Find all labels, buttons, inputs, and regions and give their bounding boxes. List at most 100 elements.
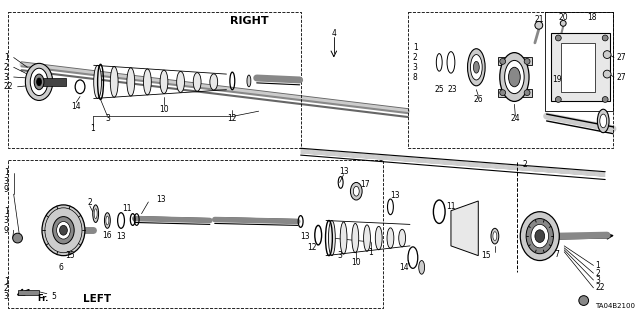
Text: 14: 14 [399,263,409,272]
Ellipse shape [520,212,559,261]
Ellipse shape [351,182,362,200]
Text: 2: 2 [595,269,600,278]
Text: 1: 1 [4,53,9,62]
Ellipse shape [387,228,394,248]
Ellipse shape [93,65,102,99]
Ellipse shape [106,216,109,225]
Ellipse shape [56,221,70,239]
Circle shape [560,20,566,26]
Ellipse shape [94,209,97,219]
Ellipse shape [474,61,479,73]
Text: 2: 2 [522,160,527,169]
Text: 3: 3 [4,72,9,82]
Text: 25: 25 [435,85,444,94]
Text: 1: 1 [4,207,9,216]
Text: 3: 3 [595,276,600,285]
Text: RIGHT: RIGHT [230,16,268,26]
Text: 9: 9 [4,226,9,235]
Ellipse shape [438,57,441,67]
Text: 2: 2 [4,63,9,72]
Text: 11: 11 [122,204,132,213]
Circle shape [604,51,611,58]
Text: 7: 7 [554,250,559,259]
Ellipse shape [26,63,52,100]
Text: 13: 13 [339,167,348,176]
Bar [39,78,67,86]
Ellipse shape [447,52,455,73]
Text: 1: 1 [595,261,600,270]
Circle shape [500,90,506,96]
Circle shape [604,70,611,78]
Ellipse shape [526,219,554,254]
Text: 10: 10 [351,258,361,267]
Ellipse shape [375,226,382,250]
Ellipse shape [597,109,609,133]
Ellipse shape [470,55,482,80]
Ellipse shape [449,56,453,69]
Ellipse shape [505,60,524,93]
Ellipse shape [127,68,134,96]
Text: 5: 5 [51,292,56,301]
Ellipse shape [36,78,42,86]
Text: 27: 27 [617,72,627,82]
Text: 19: 19 [552,76,562,85]
Ellipse shape [60,226,67,235]
Text: 2: 2 [88,198,92,207]
Ellipse shape [500,53,529,101]
Text: 13: 13 [116,232,126,241]
Text: 27: 27 [617,53,627,62]
Ellipse shape [42,205,85,256]
Text: 17: 17 [360,180,370,189]
Circle shape [13,233,22,243]
Text: 15: 15 [65,251,75,260]
Text: 13: 13 [156,195,166,204]
Circle shape [524,90,530,96]
Circle shape [524,58,530,64]
Text: TA04B2100: TA04B2100 [595,303,636,309]
Ellipse shape [419,261,424,274]
Text: 20: 20 [558,13,568,22]
Ellipse shape [340,222,347,254]
Text: 3: 3 [413,63,418,72]
Ellipse shape [535,230,545,242]
Ellipse shape [52,217,74,244]
Bar [498,89,532,97]
Ellipse shape [531,224,548,248]
Text: Fr.: Fr. [37,294,49,303]
Ellipse shape [34,74,44,90]
Text: 13: 13 [390,191,400,200]
Circle shape [556,35,561,41]
Ellipse shape [328,220,335,256]
Ellipse shape [353,186,359,196]
Text: 14: 14 [71,102,81,111]
Text: 3: 3 [4,177,9,186]
Ellipse shape [352,223,358,253]
Text: 1: 1 [4,278,9,286]
Text: 23: 23 [447,85,457,94]
Text: 2: 2 [413,53,418,62]
Polygon shape [451,201,478,256]
Ellipse shape [247,75,251,87]
Ellipse shape [160,70,168,93]
Text: 9: 9 [4,185,9,194]
Polygon shape [552,33,610,101]
Circle shape [602,97,608,102]
Ellipse shape [177,71,184,93]
Text: 1: 1 [413,43,418,52]
Text: 8: 8 [413,72,418,82]
Text: 12: 12 [228,115,237,123]
Bar [498,57,532,65]
Ellipse shape [600,114,607,128]
Text: 22: 22 [4,82,13,91]
Text: 15: 15 [481,251,491,260]
Ellipse shape [210,74,218,90]
Ellipse shape [493,232,497,241]
Circle shape [500,58,506,64]
Text: 24: 24 [511,115,520,123]
Text: 16: 16 [102,231,112,240]
Ellipse shape [509,67,520,87]
Text: 26: 26 [474,95,483,104]
Ellipse shape [30,68,48,96]
Text: 2: 2 [4,284,9,293]
Text: 1: 1 [369,248,373,257]
